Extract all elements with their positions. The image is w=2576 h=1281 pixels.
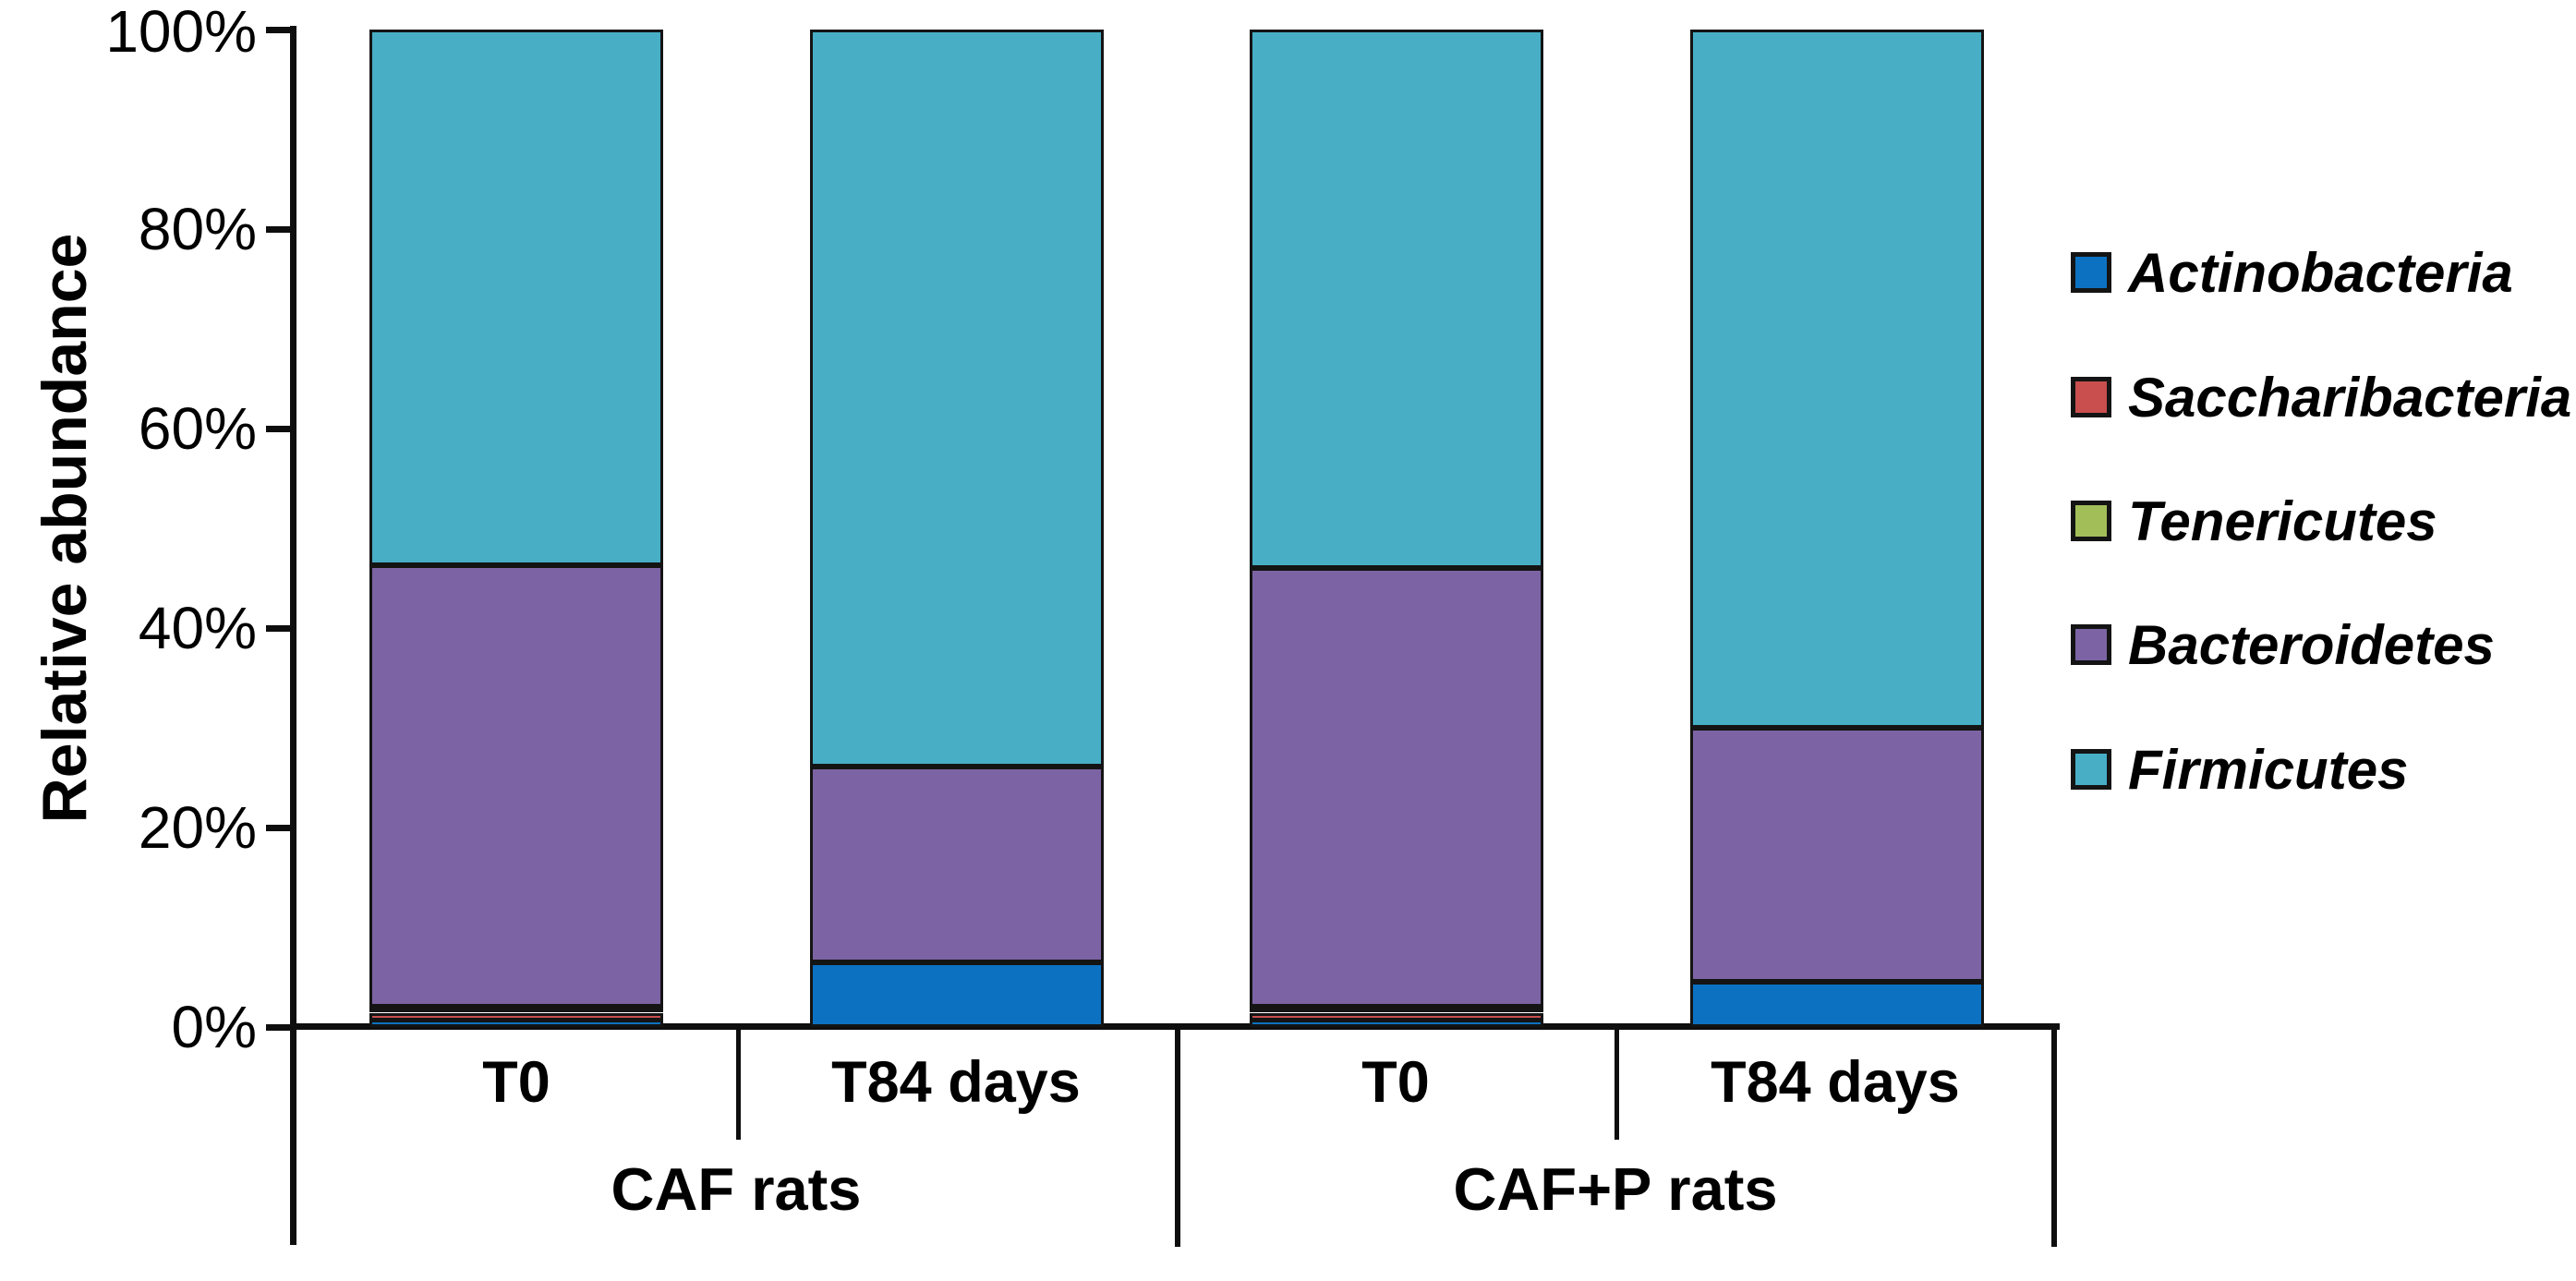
y-tick-label: 80% (138, 196, 257, 262)
group-divider (1175, 1027, 1180, 1247)
legend-label: Bacteroidetes (2128, 613, 2495, 676)
x-category-label: T84 days (1711, 1050, 1960, 1115)
y-axis-line (290, 26, 296, 1245)
y-axis-title: Relative abundance (30, 233, 100, 824)
x-group-label: CAF+P rats (1453, 1154, 1778, 1223)
bar-segment-firmicutes (810, 30, 1104, 767)
legend-label: Actinobacteria (2128, 241, 2513, 304)
legend-label: Saccharibacteria (2128, 366, 2572, 429)
legend-label: Tenericutes (2128, 489, 2437, 552)
bar-segment-actinobacteria (369, 1020, 663, 1027)
bar-segment-saccharibacteria (369, 1013, 663, 1021)
y-tick-label: 100% (105, 0, 257, 65)
x-category-label: T0 (482, 1050, 550, 1115)
y-tick-mark (266, 1024, 294, 1031)
legend-swatch-firmicutes (2071, 749, 2111, 790)
legend-item: Bacteroidetes (2071, 606, 2495, 683)
y-tick-label: 20% (138, 794, 257, 861)
legend-item: Saccharibacteria (2071, 358, 2571, 436)
x-group-label: CAF rats (611, 1154, 862, 1223)
bar-segment-actinobacteria (1250, 1020, 1543, 1027)
y-tick-mark (266, 27, 294, 33)
x-category-label: T84 days (831, 1050, 1081, 1115)
bar-segment-bacteroidetes (810, 767, 1104, 962)
legend-swatch-saccharibacteria (2071, 377, 2111, 417)
bar-segment-actinobacteria (810, 962, 1104, 1027)
x-axis-baseline (290, 1023, 2060, 1030)
legend-item: Tenericutes (2071, 482, 2437, 560)
bar-segment-bacteroidetes (1250, 568, 1543, 1007)
y-tick-mark (266, 625, 294, 632)
bar-segment-tenericutes (1250, 1007, 1543, 1012)
y-tick-mark (266, 426, 294, 432)
y-tick-mark (266, 226, 294, 233)
legend-item: Actinobacteria (2071, 234, 2513, 311)
legend-swatch-actinobacteria (2071, 252, 2111, 293)
bar-segment-firmicutes (369, 30, 663, 565)
legend-item: Firmicutes (2071, 731, 2408, 808)
axis-right-border (2051, 1027, 2057, 1247)
bar-segment-tenericutes (369, 1007, 663, 1012)
bar-segment-firmicutes (1250, 30, 1543, 568)
bar-segment-firmicutes (1690, 30, 1984, 728)
category-divider (736, 1027, 741, 1140)
y-tick-label: 0% (171, 994, 258, 1060)
legend-label: Firmicutes (2128, 738, 2409, 801)
legend-swatch-bacteroidetes (2071, 624, 2111, 665)
y-tick-label: 40% (138, 595, 257, 661)
x-category-label: T0 (1361, 1050, 1430, 1115)
y-tick-mark (266, 825, 294, 831)
category-divider (1615, 1027, 1619, 1140)
bar-segment-saccharibacteria (1250, 1013, 1543, 1021)
bar-segment-bacteroidetes (1690, 728, 1984, 982)
bar-segment-actinobacteria (1690, 982, 1984, 1027)
bar-segment-bacteroidetes (369, 565, 663, 1007)
legend-swatch-tenericutes (2071, 501, 2111, 541)
y-tick-label: 60% (138, 395, 257, 462)
